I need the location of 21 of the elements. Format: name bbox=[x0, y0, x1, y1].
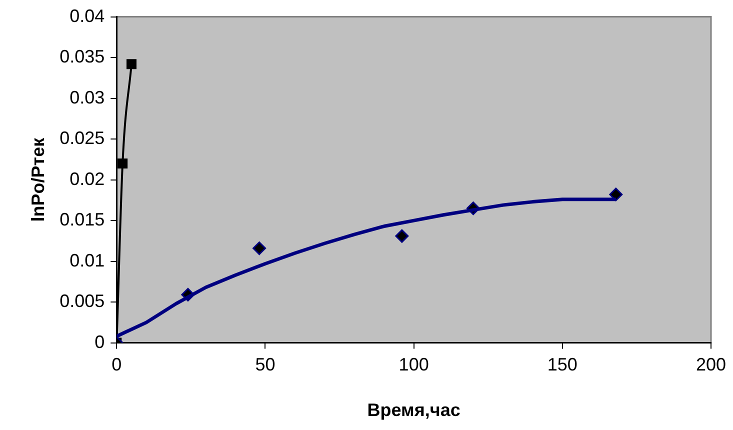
y-tick-label: 0.04 bbox=[70, 6, 105, 26]
point bbox=[252, 242, 266, 256]
x-tick-label: 100 bbox=[398, 354, 429, 375]
x-tick-label: 0 bbox=[112, 354, 122, 375]
y-tick-label: 0.03 bbox=[70, 87, 105, 108]
y-tick-label: 0.005 bbox=[60, 291, 105, 312]
y-tick-label: 0.025 bbox=[60, 128, 105, 148]
point bbox=[395, 229, 409, 243]
x-tick-label: 200 bbox=[696, 354, 726, 375]
x-tick-label: 150 bbox=[547, 354, 578, 375]
y-tick-label: 0.01 bbox=[70, 250, 105, 270]
point bbox=[609, 188, 623, 202]
point bbox=[118, 158, 128, 168]
y-tick-label: 0.015 bbox=[60, 210, 105, 230]
y-tick-label: 0.02 bbox=[70, 168, 105, 189]
point bbox=[126, 59, 136, 70]
y-tick-label: 0.035 bbox=[60, 46, 105, 67]
y-axis-title: lnPo/Ртек bbox=[28, 136, 48, 222]
x-tick-label: 50 bbox=[255, 354, 276, 375]
x-axis-title: Время,час bbox=[367, 400, 460, 420]
y-tick-label: 0 bbox=[94, 332, 105, 352]
